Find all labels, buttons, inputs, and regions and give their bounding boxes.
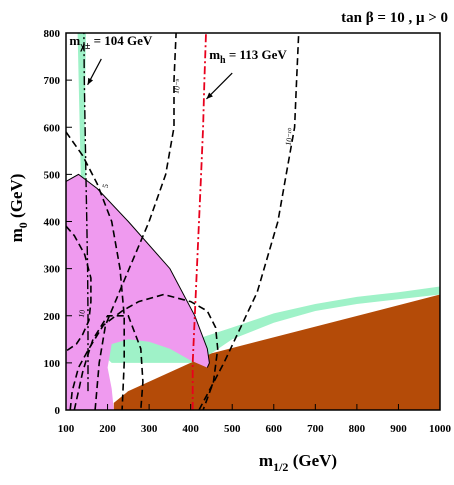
x-tick-label-900: 900 bbox=[390, 423, 407, 435]
x-tick-label-400: 400 bbox=[182, 423, 199, 435]
contour-line-3 bbox=[94, 33, 177, 410]
x-axis-label-unit: (GeV) bbox=[288, 451, 337, 470]
contour-line-2 bbox=[66, 131, 125, 410]
y-tick-label-600: 600 bbox=[44, 122, 61, 134]
y-axis-label-sub: 0 bbox=[16, 222, 30, 228]
y-axis-label-unit: (GeV) bbox=[7, 174, 26, 223]
x-tick-label-600: 600 bbox=[266, 423, 283, 435]
x-axis-label: m1/2 (GeV) bbox=[259, 451, 337, 474]
annotation-label-0: mχ± = 104 GeV bbox=[69, 33, 152, 52]
x-axis-label-sub: 1/2 bbox=[273, 460, 288, 474]
contour-line-7 bbox=[66, 225, 92, 352]
ticks-layer: 100 200 300 400 500 600 700 800 900 1000 0 100 200 30… bbox=[44, 28, 452, 435]
y-tick-label-400: 400 bbox=[44, 217, 61, 229]
region-g-minus-2-boundary bbox=[66, 173, 210, 368]
annotation-value-0: = 104 GeV bbox=[90, 33, 153, 48]
annotation-sub-0: χ± bbox=[79, 41, 91, 52]
contour-label-0: 10⁻⁹ bbox=[171, 78, 183, 95]
annotation-main-1: m bbox=[209, 47, 220, 62]
y-tick-label-700: 700 bbox=[44, 75, 61, 87]
y-tick-label-0: 0 bbox=[55, 405, 61, 417]
contour-label-2: 5 bbox=[101, 183, 111, 189]
annotation-arrowhead-0 bbox=[87, 77, 94, 85]
lines-layer bbox=[66, 33, 300, 410]
x-tick-label-200: 200 bbox=[99, 423, 116, 435]
contour-label-3: 10 bbox=[77, 309, 87, 319]
y-tick-label-500: 500 bbox=[44, 169, 61, 181]
annotation-value-1: = 113 GeV bbox=[226, 47, 288, 62]
y-tick-label-800: 800 bbox=[44, 28, 61, 40]
contour-line-6 bbox=[73, 314, 144, 410]
x-tick-label-800: 800 bbox=[349, 423, 366, 435]
annotation-label-1: mh = 113 GeV bbox=[209, 47, 287, 66]
x-axis-label-main: m bbox=[259, 451, 273, 470]
x-tick-label-1000: 1000 bbox=[429, 423, 452, 435]
x-tick-label-700: 700 bbox=[307, 423, 324, 435]
annotation-arrowhead-1 bbox=[206, 92, 213, 99]
y-axis-label: m0 (GeV) bbox=[7, 174, 30, 243]
region-excluded bbox=[113, 294, 440, 410]
x-tick-label-300: 300 bbox=[141, 423, 158, 435]
chart-header: tan β = 10 , μ > 0 bbox=[341, 10, 448, 26]
x-tick-label-100: 100 bbox=[58, 423, 75, 435]
y-tick-label-300: 300 bbox=[44, 264, 61, 276]
contour-line-5 bbox=[69, 293, 219, 410]
higgs-line bbox=[191, 33, 207, 410]
chargino-line bbox=[83, 33, 89, 392]
contour-label-1: 10⁻¹⁰ bbox=[284, 127, 297, 146]
y-tick-label-100: 100 bbox=[44, 358, 61, 370]
y-tick-label-200: 200 bbox=[44, 311, 61, 323]
annotation-main-0: m bbox=[69, 33, 80, 48]
contour-line-4 bbox=[198, 33, 300, 410]
x-tick-label-500: 500 bbox=[224, 423, 241, 435]
y-axis-label-main: m bbox=[7, 228, 26, 242]
annotation-sub-1: h bbox=[220, 55, 226, 66]
